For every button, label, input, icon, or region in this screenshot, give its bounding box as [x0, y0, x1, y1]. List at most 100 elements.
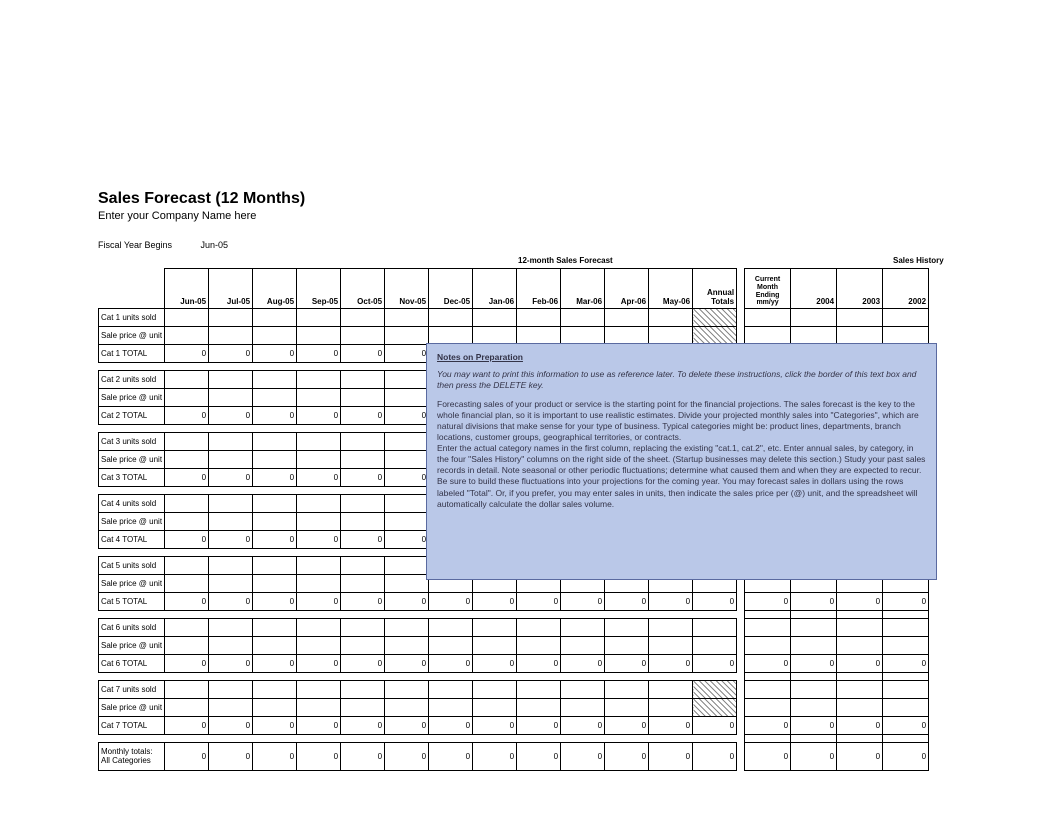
cell-input[interactable]: [209, 513, 253, 531]
cell-value[interactable]: 0: [297, 469, 341, 487]
cell-input[interactable]: [209, 637, 253, 655]
cell-value[interactable]: 0: [297, 407, 341, 425]
cell-input[interactable]: [385, 513, 429, 531]
cell-input[interactable]: [253, 451, 297, 469]
cme-cell[interactable]: [745, 619, 791, 637]
cell-input[interactable]: [209, 575, 253, 593]
cell-input[interactable]: [253, 495, 297, 513]
cell-input[interactable]: [297, 389, 341, 407]
cell-input[interactable]: [605, 327, 649, 345]
history-cell[interactable]: [837, 309, 883, 327]
cell-value[interactable]: 0: [165, 407, 209, 425]
cell-input[interactable]: [429, 309, 473, 327]
history-cell[interactable]: [837, 327, 883, 345]
cell-input[interactable]: [297, 575, 341, 593]
cell-value[interactable]: 0: [297, 655, 341, 673]
history-cell[interactable]: [791, 637, 837, 655]
cell-input[interactable]: [385, 637, 429, 655]
cell-value[interactable]: 0: [165, 469, 209, 487]
history-cell[interactable]: [791, 619, 837, 637]
cell-input[interactable]: [341, 327, 385, 345]
cell-value[interactable]: 0: [473, 593, 517, 611]
cell-input[interactable]: [341, 309, 385, 327]
cell-input[interactable]: [253, 575, 297, 593]
cell-input[interactable]: [429, 699, 473, 717]
cell-input[interactable]: [561, 699, 605, 717]
cell-input[interactable]: [385, 371, 429, 389]
cell-input[interactable]: [473, 309, 517, 327]
cell-input[interactable]: [385, 699, 429, 717]
company-name-placeholder[interactable]: Enter your Company Name here: [98, 210, 959, 222]
cell-input[interactable]: [165, 513, 209, 531]
cell-input[interactable]: [253, 699, 297, 717]
cell-input[interactable]: [341, 495, 385, 513]
cell-value[interactable]: 0: [297, 531, 341, 549]
cell-input[interactable]: [517, 327, 561, 345]
cell-value[interactable]: 0: [429, 717, 473, 735]
history-cell[interactable]: 0: [883, 655, 929, 673]
cell-input[interactable]: [649, 327, 693, 345]
cell-value[interactable]: 0: [165, 717, 209, 735]
cell-input[interactable]: [341, 389, 385, 407]
cell-value[interactable]: 0: [209, 345, 253, 363]
cell-input[interactable]: [253, 433, 297, 451]
cell-value[interactable]: 0: [253, 345, 297, 363]
history-cell[interactable]: [883, 681, 929, 699]
cell-value[interactable]: 0: [605, 593, 649, 611]
cme-cell[interactable]: [745, 681, 791, 699]
cell-input[interactable]: [253, 637, 297, 655]
cell-input[interactable]: [253, 371, 297, 389]
cell-value[interactable]: 0: [297, 743, 341, 771]
cell-value[interactable]: 0: [341, 345, 385, 363]
cell-value[interactable]: 0: [165, 531, 209, 549]
cell-value[interactable]: 0: [385, 743, 429, 771]
cell-value[interactable]: 0: [385, 531, 429, 549]
cell-value[interactable]: 0: [473, 717, 517, 735]
cell-input[interactable]: [297, 327, 341, 345]
cell-input[interactable]: [297, 557, 341, 575]
cell-input[interactable]: [297, 371, 341, 389]
cell-input[interactable]: [209, 371, 253, 389]
history-cell[interactable]: 0: [883, 717, 929, 735]
cell-value[interactable]: 0: [209, 593, 253, 611]
history-cell[interactable]: [883, 309, 929, 327]
cell-value[interactable]: 0: [253, 655, 297, 673]
cell-value[interactable]: 0: [473, 655, 517, 673]
cell-value[interactable]: 0: [605, 743, 649, 771]
cell-value[interactable]: 0: [561, 655, 605, 673]
cell-value[interactable]: 0: [165, 593, 209, 611]
cell-input[interactable]: [253, 619, 297, 637]
history-cell[interactable]: 0: [791, 717, 837, 735]
cell-input[interactable]: [209, 451, 253, 469]
cell-input[interactable]: [165, 371, 209, 389]
cell-input[interactable]: [517, 637, 561, 655]
cell-input[interactable]: [605, 309, 649, 327]
cell-input[interactable]: [385, 575, 429, 593]
cell-input[interactable]: [253, 681, 297, 699]
cell-input[interactable]: [385, 433, 429, 451]
cell-input[interactable]: [253, 327, 297, 345]
history-cell[interactable]: [791, 681, 837, 699]
cell-input[interactable]: [209, 681, 253, 699]
cell-input[interactable]: [605, 619, 649, 637]
cell-value[interactable]: 0: [561, 593, 605, 611]
cell-value[interactable]: 0: [165, 743, 209, 771]
cell-input[interactable]: [517, 681, 561, 699]
history-cell[interactable]: [837, 619, 883, 637]
cell-input[interactable]: [429, 619, 473, 637]
history-cell[interactable]: [791, 309, 837, 327]
cell-input[interactable]: [341, 619, 385, 637]
cell-input[interactable]: [429, 681, 473, 699]
cme-cell[interactable]: 0: [745, 655, 791, 673]
history-cell[interactable]: [837, 699, 883, 717]
cell-input[interactable]: [605, 681, 649, 699]
cell-input[interactable]: [605, 637, 649, 655]
cell-input[interactable]: [473, 619, 517, 637]
cell-value[interactable]: 0: [209, 717, 253, 735]
row-label[interactable]: Cat 3 units sold: [99, 433, 165, 451]
cell-input[interactable]: [297, 309, 341, 327]
cell-input[interactable]: [165, 699, 209, 717]
cme-cell[interactable]: 0: [745, 593, 791, 611]
cell-value[interactable]: 0: [209, 407, 253, 425]
row-label[interactable]: Cat 6 units sold: [99, 619, 165, 637]
